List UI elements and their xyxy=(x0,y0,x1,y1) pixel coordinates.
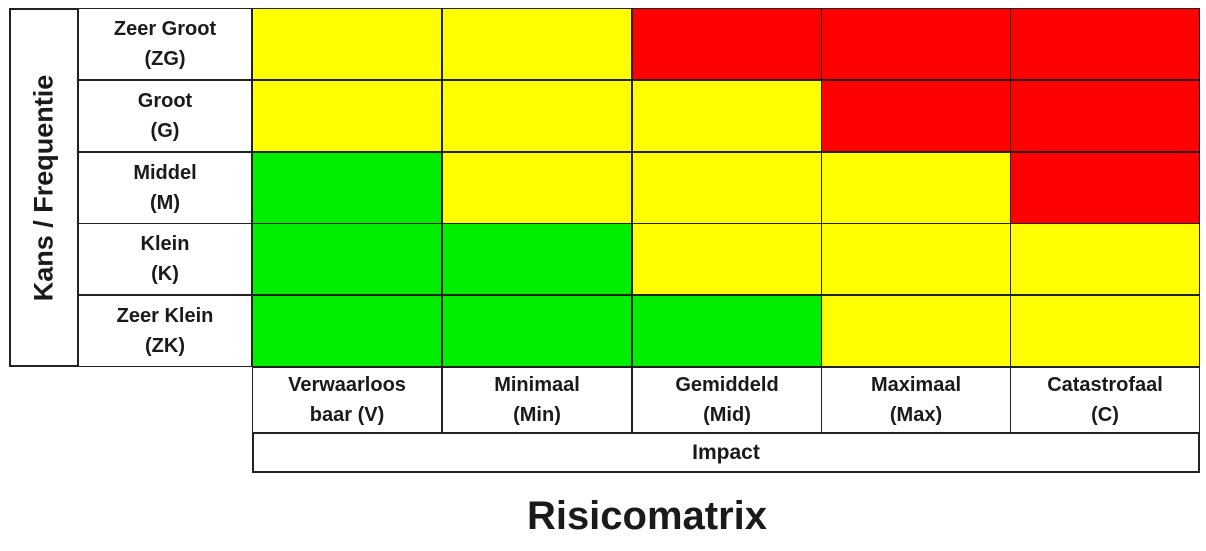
matrix-cell xyxy=(252,223,442,295)
matrix-cell xyxy=(632,152,822,224)
x-axis-title: Impact xyxy=(252,433,1200,473)
matrix-cell xyxy=(821,152,1011,224)
matrix-cell xyxy=(442,295,632,367)
matrix-cell xyxy=(252,8,442,80)
matrix-cell xyxy=(1010,80,1200,152)
row-label-code: (ZG) xyxy=(144,48,186,70)
matrix-cell xyxy=(632,8,822,80)
row-label-klein: Klein (K) xyxy=(78,223,252,295)
col-label-line1: Maximaal xyxy=(870,374,962,396)
matrix-cell xyxy=(821,223,1011,295)
matrix-caption: Risicomatrix xyxy=(526,493,768,538)
matrix-cell xyxy=(1010,223,1200,295)
row-label-middel: Middel (M) xyxy=(78,152,252,224)
row-label-groot: Groot (G) xyxy=(78,80,252,152)
matrix-cell xyxy=(1010,295,1200,367)
y-axis-box: Kans / Frequentie xyxy=(9,8,78,367)
row-label-code: (G) xyxy=(150,120,180,142)
matrix-cell xyxy=(252,80,442,152)
matrix-cell xyxy=(442,223,632,295)
matrix-cell xyxy=(252,152,442,224)
matrix-cell xyxy=(1010,8,1200,80)
matrix-cell xyxy=(821,80,1011,152)
matrix-cell xyxy=(821,8,1011,80)
row-label-name: Klein xyxy=(140,233,190,255)
col-label-line2: baar (V) xyxy=(309,404,385,426)
y-axis-title: Kans / Frequentie xyxy=(28,74,59,301)
col-label-line1: Catastrofaal xyxy=(1047,374,1163,396)
row-label-name: Middel xyxy=(133,162,197,184)
matrix-cell xyxy=(632,80,822,152)
row-label-code: (M) xyxy=(150,192,180,214)
col-label-line2: (C) xyxy=(1091,404,1119,426)
matrix-cell xyxy=(252,295,442,367)
row-label-code: (ZK) xyxy=(145,335,185,357)
col-label-line1: Minimaal xyxy=(494,374,580,396)
col-label-gemiddeld: Gemiddeld (Mid) xyxy=(632,367,822,433)
row-label-name: Zeer Groot xyxy=(113,18,217,40)
col-label-line1: Gemiddeld xyxy=(675,374,779,396)
col-label-line2: (Mid) xyxy=(703,404,751,426)
row-label-zeer-klein: Zeer Klein (ZK) xyxy=(78,295,252,367)
col-label-line2: (Min) xyxy=(513,404,561,426)
col-label-maximaal: Maximaal (Max) xyxy=(821,367,1011,433)
matrix-cell xyxy=(632,223,822,295)
col-label-minimaal: Minimaal (Min) xyxy=(442,367,632,433)
col-label-catastrofaal: Catastrofaal (C) xyxy=(1010,367,1200,433)
matrix-cell xyxy=(1010,152,1200,224)
row-label-zeer-groot: Zeer Groot (ZG) xyxy=(78,8,252,80)
matrix-cell xyxy=(442,152,632,224)
matrix-cell xyxy=(442,8,632,80)
col-label-line2: (Max) xyxy=(889,404,943,426)
col-label-verwaarloosbaar: Verwaarloos baar (V) xyxy=(252,367,442,433)
matrix-cell xyxy=(442,80,632,152)
matrix-cell xyxy=(821,295,1011,367)
matrix-cell xyxy=(632,295,822,367)
row-label-name: Groot xyxy=(137,90,193,112)
row-label-code: (K) xyxy=(151,263,179,285)
row-label-name: Zeer Klein xyxy=(116,305,214,327)
col-label-line1: Verwaarloos xyxy=(288,374,406,396)
